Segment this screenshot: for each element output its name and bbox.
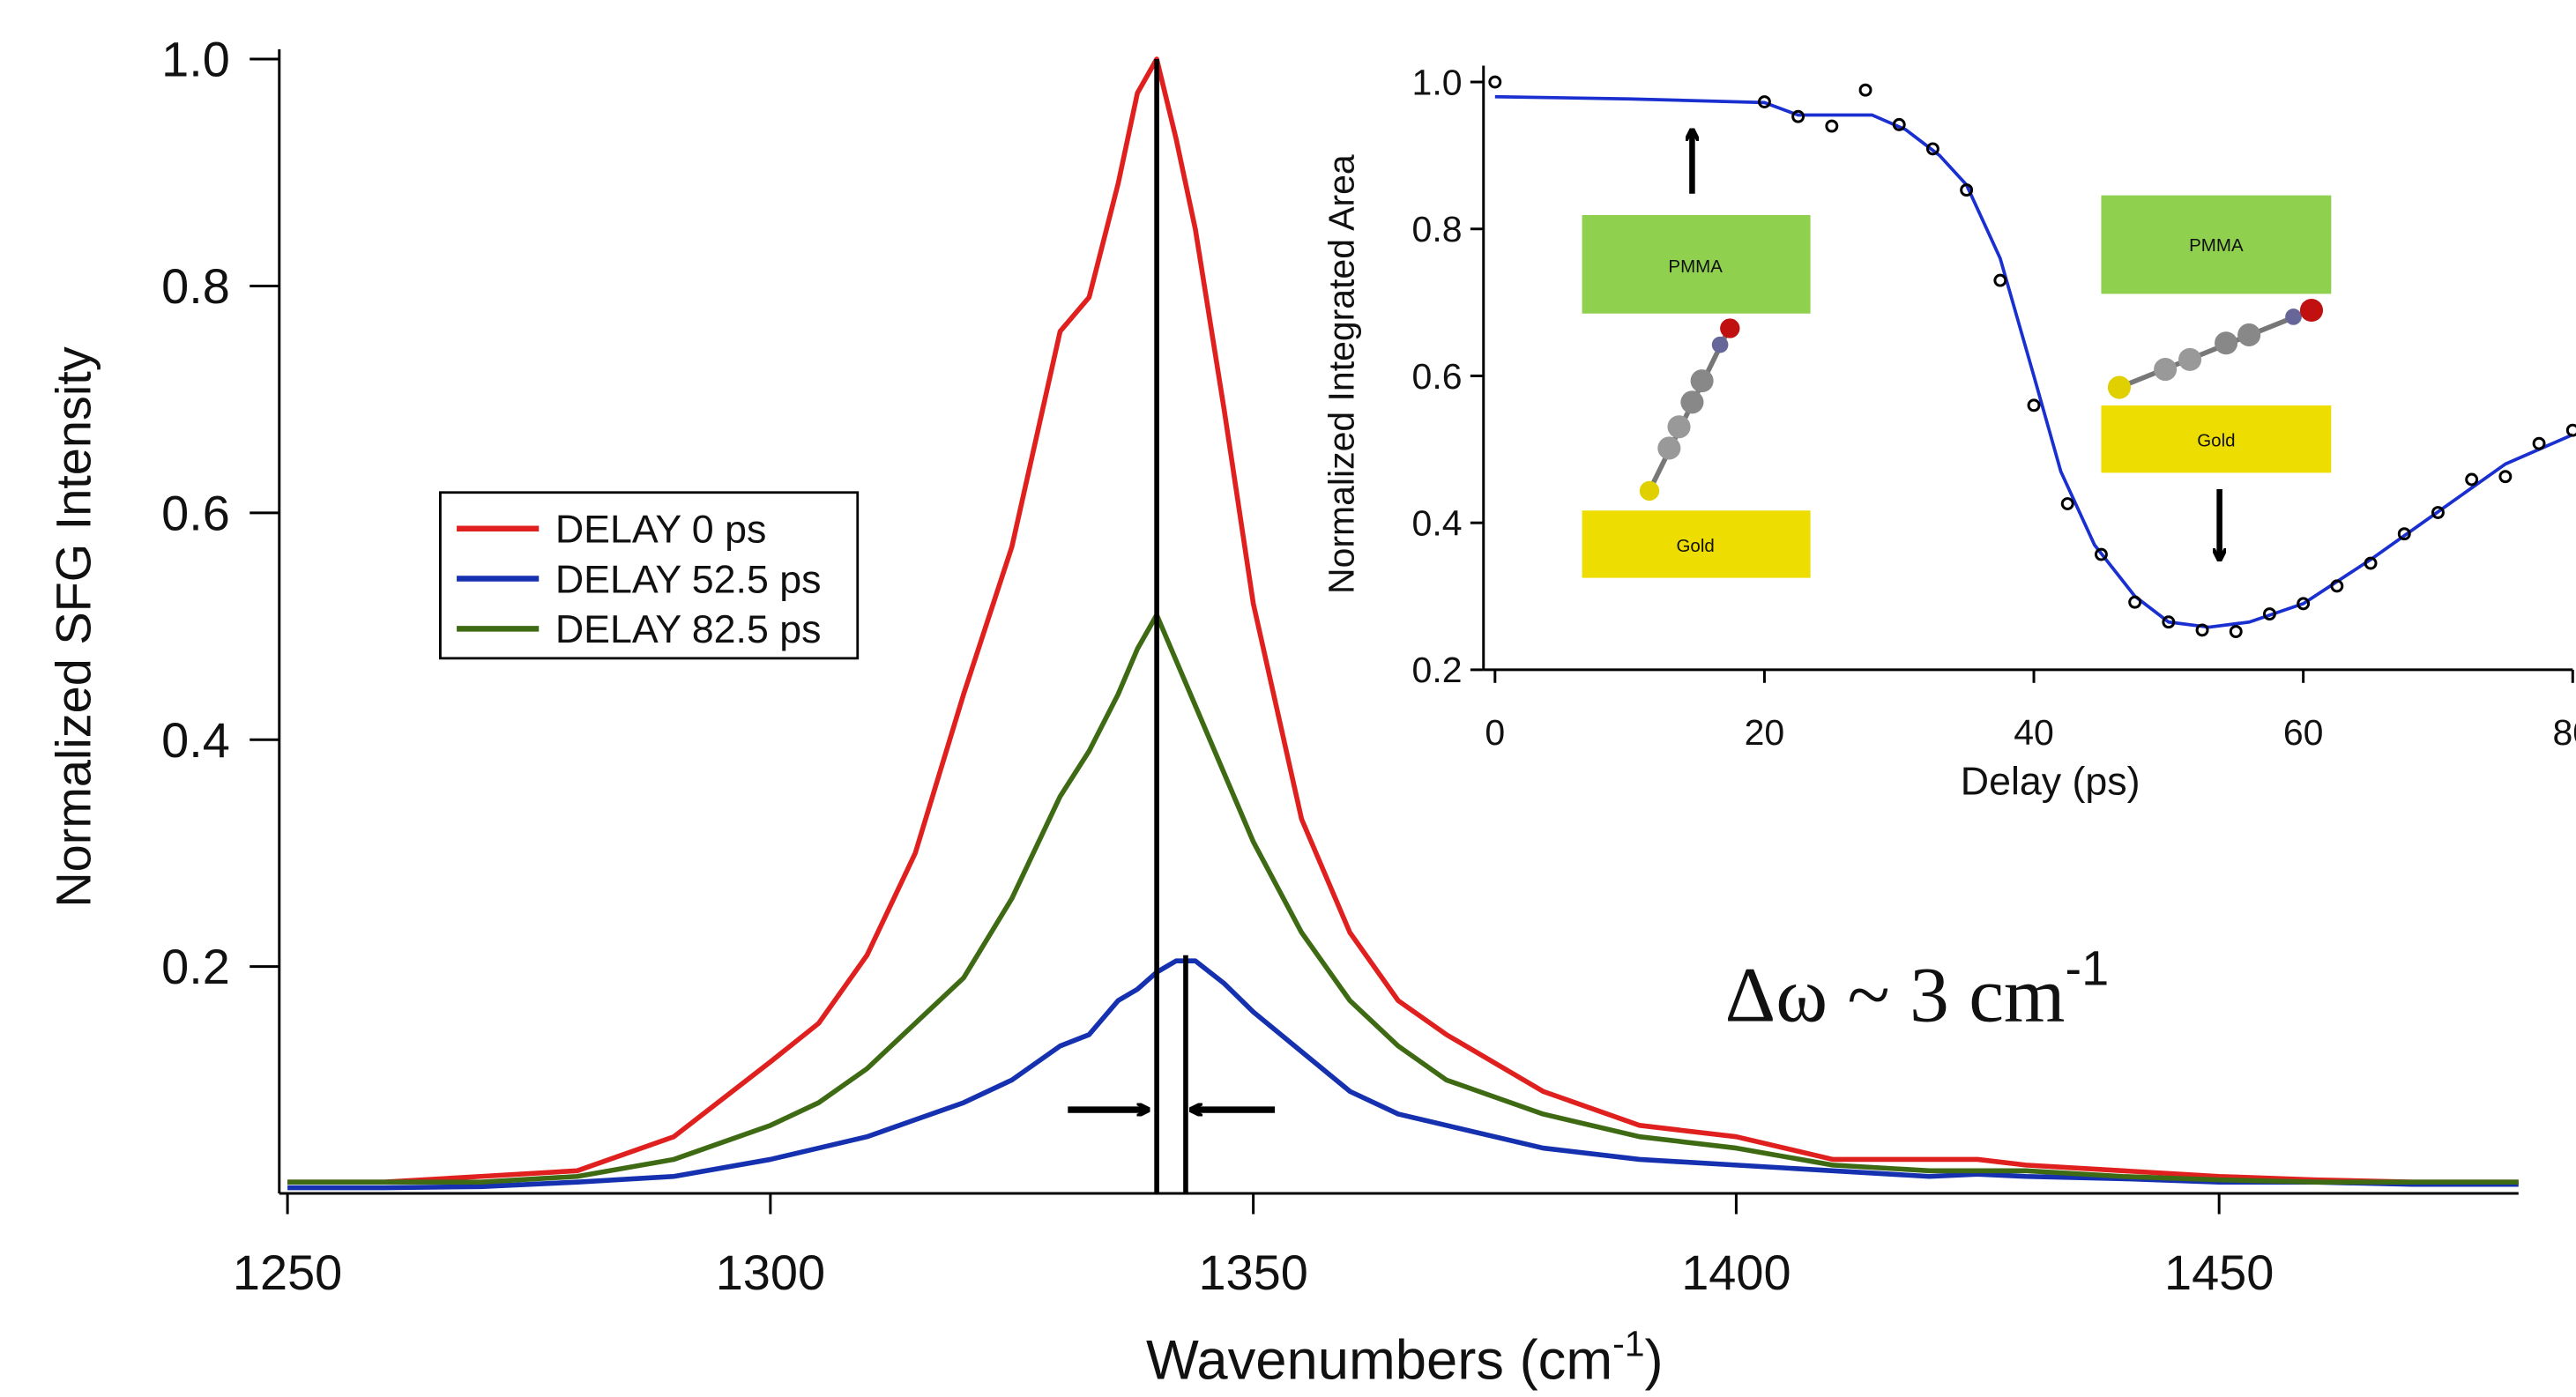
data-point	[1825, 119, 1839, 133]
series-line	[287, 56, 2519, 1185]
atom	[2285, 308, 2302, 325]
y-axis-label: Normalized SFG Intensity	[45, 346, 101, 907]
data-point	[1858, 83, 1872, 97]
x-tick-label: 1400	[1681, 1245, 1791, 1300]
y-tick-label: 0.6	[1412, 356, 1463, 397]
x-tick-label: 20	[1745, 712, 1785, 753]
inset-x-axis-label: Delay (ps)	[1961, 760, 2140, 803]
legend-label: DELAY 82.5 ps	[555, 608, 822, 651]
data-point	[2229, 625, 2243, 639]
sulfur-atom	[1639, 480, 1660, 502]
data-point	[2364, 556, 2378, 570]
data-point	[2465, 472, 2479, 487]
atom	[1711, 336, 1729, 353]
annotation-text: Δω ~ 3 cm	[1725, 952, 2066, 1039]
x-tick-label: 1250	[233, 1245, 342, 1300]
data-point	[2262, 607, 2276, 621]
gold-label: Gold	[2197, 431, 2235, 451]
data-point	[2060, 497, 2074, 510]
annotation: Δω ~ 3 cm-1	[1725, 940, 2110, 1039]
data-point	[2431, 506, 2445, 519]
data-point	[2565, 423, 2576, 437]
x-axis-label: Wavenumbers (cm-1)	[1146, 1323, 1664, 1391]
oxygen-atom	[1720, 318, 1740, 338]
series-line	[1494, 94, 2574, 629]
data-point	[1892, 117, 1906, 131]
data-point	[2094, 547, 2108, 561]
y-tick-label: 0.4	[1412, 503, 1463, 544]
atom	[1680, 390, 1704, 414]
pmma-label: PMMA	[2189, 235, 2244, 256]
data-point	[2532, 436, 2546, 450]
sulfur-atom	[2107, 375, 2131, 399]
data-point	[1757, 95, 1771, 108]
data-point	[2128, 595, 2142, 609]
data-point	[1925, 142, 1939, 156]
legend-label: DELAY 0 ps	[555, 509, 766, 552]
x-tick-label: 1450	[2164, 1245, 2274, 1300]
atom	[2215, 331, 2238, 355]
x-tick-label: 0	[1485, 712, 1505, 753]
pmma-label: PMMA	[1668, 256, 1723, 277]
diagram-left: PMMA Gold	[1582, 131, 1811, 578]
legend: DELAY 0 ps DELAY 52.5 ps DELAY 82.5 ps	[457, 509, 822, 651]
data-point	[1993, 273, 2007, 287]
data-point	[1791, 109, 1805, 123]
series-line	[287, 958, 2519, 1191]
x-tick-label: 1300	[716, 1245, 825, 1300]
x-axis-label-text: Wavenumbers (cm	[1146, 1330, 1612, 1392]
x-axis-label-sup: -1	[1612, 1323, 1644, 1364]
x-tick-label: 60	[2283, 712, 2324, 753]
x-tick-label: 40	[2014, 712, 2054, 753]
oxygen-atom	[2299, 298, 2324, 323]
legend-label: DELAY 52.5 ps	[555, 558, 822, 601]
data-point	[1488, 75, 1502, 89]
annotation-sup: -1	[2066, 940, 2110, 996]
x-tick-label: 80	[2552, 712, 2576, 753]
data-point	[2330, 579, 2344, 593]
x-tick-label: 1350	[1198, 1245, 1307, 1300]
data-point	[2162, 615, 2176, 629]
data-point	[2397, 527, 2411, 541]
atom	[2154, 358, 2178, 382]
data-point	[1960, 183, 1974, 197]
gold-label: Gold	[1677, 536, 1715, 556]
molecule-chain	[2118, 308, 2313, 390]
y-tick-label: 0.8	[1412, 209, 1463, 249]
atom	[2237, 323, 2261, 346]
y-tick-label: 1.0	[1412, 62, 1463, 102]
pmma-layer	[1582, 214, 1811, 314]
atom	[2178, 347, 2202, 371]
y-tick-label: 0.2	[1412, 650, 1463, 690]
pmma-layer	[2101, 195, 2332, 294]
inset-y-axis-label: Normalized Integrated Area	[1322, 154, 1362, 594]
atom	[1690, 369, 1714, 393]
atom	[1667, 415, 1691, 439]
y-tick-label: 0.8	[161, 258, 230, 314]
x-axis-label-end: )	[1645, 1330, 1664, 1392]
y-tick-label: 0.2	[161, 939, 230, 994]
series-line	[287, 612, 2519, 1185]
gold-layer	[1582, 510, 1811, 578]
gold-layer	[2101, 405, 2332, 473]
y-tick-label: 0.4	[161, 712, 230, 768]
data-point	[2027, 398, 2041, 412]
atom	[1657, 436, 1681, 460]
data-point	[2297, 597, 2311, 611]
y-tick-label: 0.6	[161, 485, 230, 540]
y-tick-label: 1.0	[161, 32, 230, 87]
diagram-right: PMMA Gold	[2101, 195, 2332, 559]
data-point	[2498, 470, 2513, 484]
data-point	[2195, 623, 2209, 637]
